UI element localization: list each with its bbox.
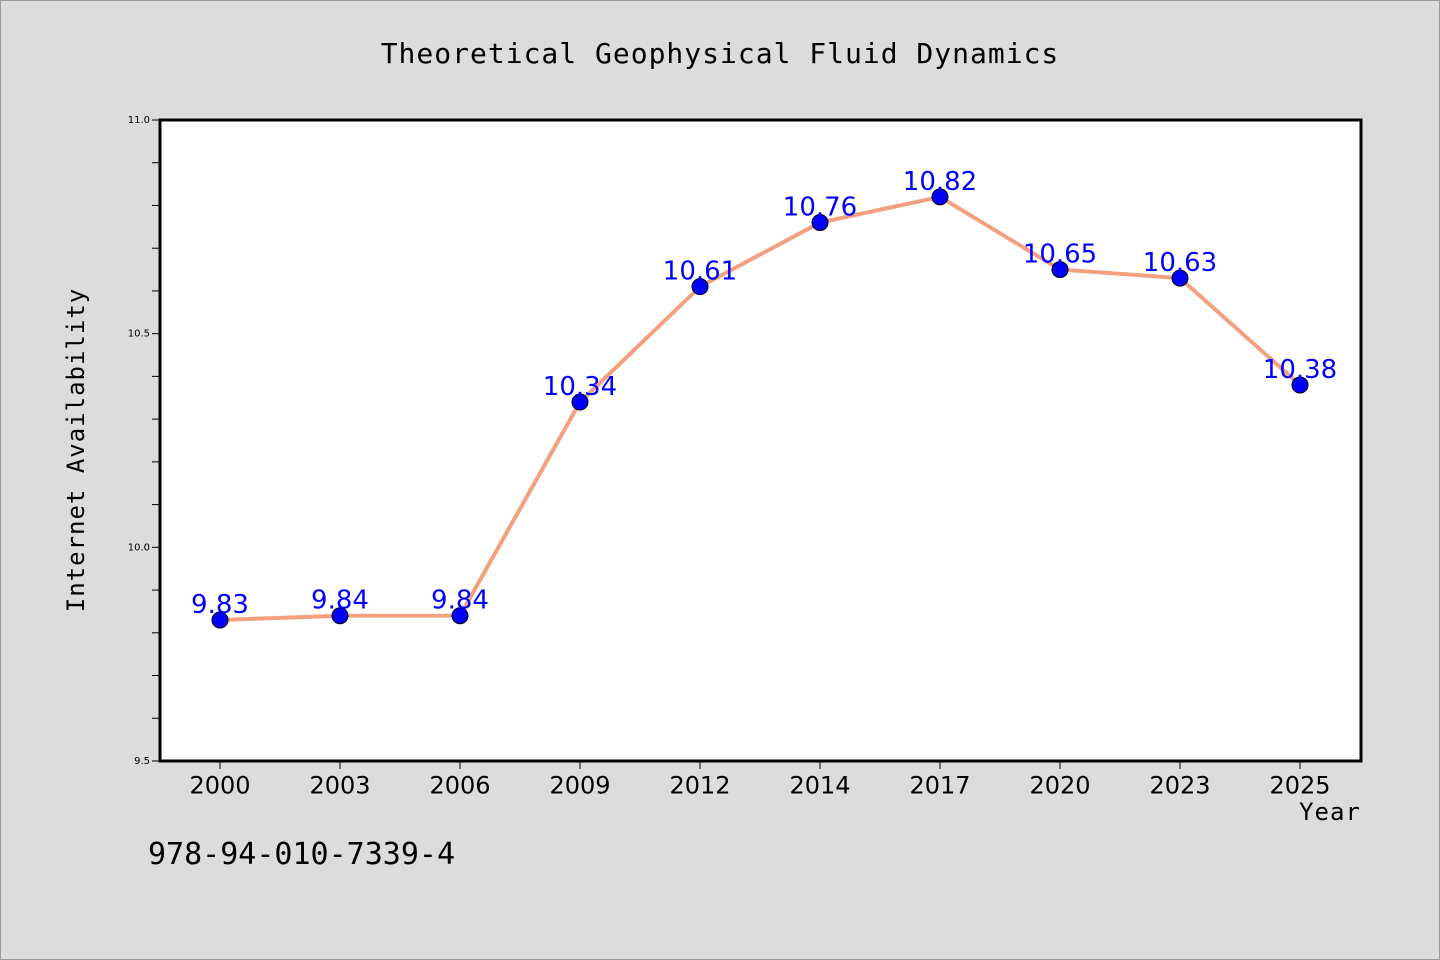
data-label: 10.38	[1263, 355, 1337, 385]
data-label: 9.84	[431, 586, 489, 616]
x-tick-label: 2014	[789, 771, 850, 799]
y-axis-label: Internet Availability	[62, 288, 90, 612]
data-point	[1051, 261, 1069, 279]
x-tick-label: 2025	[1269, 771, 1330, 799]
data-point	[451, 607, 469, 625]
x-tick-label: 2017	[909, 771, 970, 799]
x-tick-label: 2009	[549, 771, 610, 799]
x-tick-label: 2003	[309, 771, 370, 799]
plot-area	[160, 120, 1361, 761]
data-label: 10.61	[663, 257, 737, 287]
data-point	[931, 188, 949, 206]
data-label: 10.63	[1143, 248, 1217, 278]
data-point	[691, 278, 709, 296]
chart-title: Theoretical Geophysical Fluid Dynamics	[381, 37, 1060, 70]
x-tick-label: 2000	[189, 771, 250, 799]
footer-isbn: 978-94-010-7339-4	[148, 837, 455, 872]
x-tick-label: 2023	[1149, 771, 1210, 799]
y-tick-label: 9.5	[134, 756, 150, 767]
x-tick-label: 2012	[669, 771, 730, 799]
plot-frame	[158, 118, 1363, 763]
x-tick-label: 2020	[1029, 771, 1090, 799]
data-label: 9.84	[311, 586, 369, 616]
y-tick-label: 10.0	[128, 542, 150, 553]
data-point	[811, 214, 829, 232]
data-labels: 9.83 9.84 9.84 10.34 10.61 10.76 10.82 10.65 10.…	[191, 167, 1337, 620]
data-label: 10.76	[783, 193, 857, 223]
data-point	[571, 393, 589, 411]
x-axis-label: Year	[1299, 798, 1361, 826]
data-point	[331, 607, 349, 625]
data-label: 10.65	[1023, 240, 1097, 270]
y-tick-label: 11.0	[128, 115, 150, 126]
data-point	[211, 611, 229, 629]
data-label: 10.82	[903, 167, 977, 197]
data-point	[1171, 269, 1189, 287]
series-markers	[211, 188, 1309, 629]
y-tick-label: 10.5	[128, 329, 150, 340]
data-label: 10.34	[543, 372, 617, 402]
data-label: 9.83	[191, 590, 249, 620]
x-tick-label: 2006	[429, 771, 490, 799]
x-axis-ticks: 2000 2003 2006 2009 2012 2014 2017 2020 2023 2025	[189, 761, 1331, 799]
data-point	[1291, 376, 1309, 394]
series-line	[219, 194, 1302, 622]
